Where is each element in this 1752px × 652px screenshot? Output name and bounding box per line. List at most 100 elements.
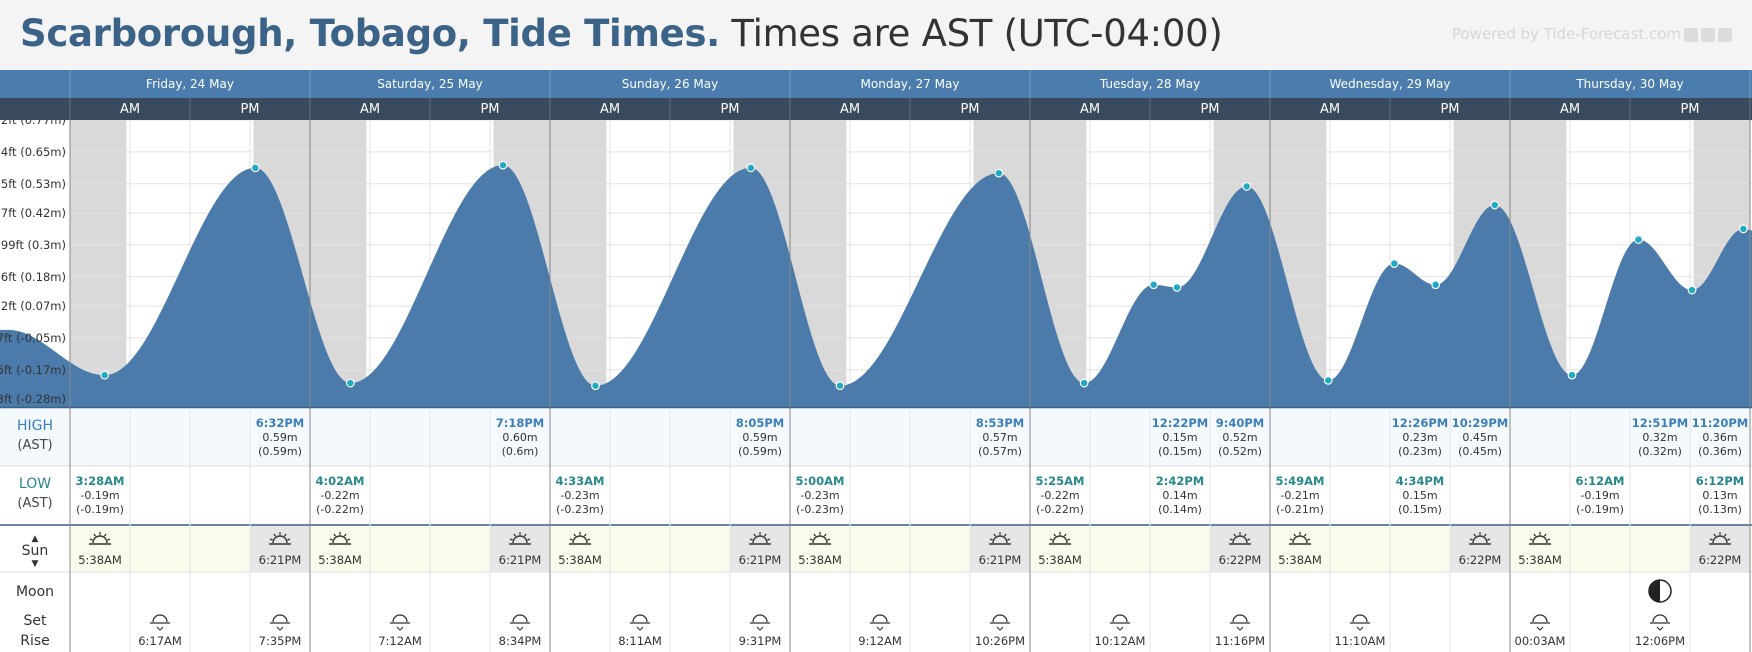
moonrise-time: 00:03AM: [1515, 634, 1566, 648]
sunrise-icon: [812, 535, 828, 544]
high-tide-time: 9:40PM: [1216, 416, 1264, 430]
low-tide-time: 4:33AM: [556, 474, 605, 488]
sunrise-icon-ray: [569, 538, 573, 541]
sunrise-icon-ray: [89, 538, 93, 541]
moonset-icon-arrow: [156, 626, 164, 631]
sunrise-time: 5:38AM: [1038, 553, 1082, 567]
sunset-time: 6:21PM: [739, 553, 782, 567]
logo-icon: [1684, 27, 1698, 42]
sunset-icon-ray: [1723, 533, 1727, 537]
sunset-icon: [272, 535, 288, 544]
arrow-up-icon: ▲: [32, 534, 39, 544]
high-tide-marker: [1149, 280, 1159, 290]
moonset-icon-arrow: [1656, 626, 1664, 631]
tide-height-metric: (0.59m): [738, 445, 782, 458]
sunrise-icon-ray: [827, 538, 831, 541]
moonset-icon: [392, 614, 408, 623]
sunset-time: 6:21PM: [979, 553, 1022, 567]
high-tide-time: 8:53PM: [976, 416, 1024, 430]
ampm-band: [0, 98, 1752, 120]
moonset-icon: [1352, 614, 1368, 623]
sunrise-icon-ray: [1533, 533, 1537, 537]
sunrise-icon: [332, 535, 348, 544]
sunrise-icon: [92, 535, 108, 544]
low-tide-time: 3:28AM: [76, 474, 125, 488]
sunrise-icon: [1292, 535, 1308, 544]
sunset-icon: [512, 535, 528, 544]
sunrise-icon-ray: [343, 533, 347, 537]
tide-height: 0.23m: [1402, 431, 1437, 444]
tide-height: 0.32m: [1642, 431, 1677, 444]
high-row-label: HIGH: [17, 418, 53, 434]
sunset-icon-ray: [287, 538, 291, 541]
sunset-icon-ray: [513, 533, 517, 537]
moonset-icon: [152, 614, 168, 623]
high-row-tz: (AST): [17, 438, 52, 453]
tide-height-metric: (0.14m): [1158, 503, 1202, 516]
y-tick-label: 1.37ft (0.42m): [0, 206, 66, 220]
sunrise-time: 5:38AM: [318, 553, 362, 567]
sunrise-icon: [1052, 535, 1068, 544]
high-tide-time: 8:05PM: [736, 416, 784, 430]
sunset-icon: [752, 535, 768, 544]
moonset-time: 9:12AM: [858, 634, 902, 648]
day-label: Saturday, 25 May: [377, 77, 483, 91]
sunrise-icon: [1532, 535, 1548, 544]
sunset-time: 6:21PM: [499, 553, 542, 567]
day-label: Thursday, 30 May: [1575, 77, 1683, 91]
low-tide-marker: [591, 381, 600, 391]
am-label: AM: [120, 102, 140, 117]
sunset-icon-ray: [1483, 533, 1487, 537]
sunset-icon-ray: [1229, 538, 1233, 541]
powered-by-label: Powered by Tide-Forecast.com: [1451, 25, 1681, 43]
low-tide-marker: [835, 381, 845, 391]
sunrise-icon-ray: [347, 538, 351, 541]
sunset-icon: [992, 535, 1008, 544]
sunset-icon-ray: [753, 533, 757, 537]
sunset-icon-ray: [1003, 533, 1007, 537]
sunrise-time: 5:38AM: [558, 553, 602, 567]
sunset-icon: [1712, 535, 1728, 544]
day-header-band: [0, 70, 1752, 98]
moonset-icon: [1652, 614, 1668, 623]
moonrise-icon-arrow: [996, 626, 1004, 631]
low-tide-time: 6:12AM: [1576, 474, 1625, 488]
powered-by[interactable]: Powered by Tide-Forecast.com: [1452, 25, 1732, 43]
y-tick-label: 0.99ft (0.3m): [0, 238, 66, 252]
tide-height: -0.21m: [1280, 489, 1319, 502]
sunset-icon-ray: [1473, 533, 1477, 537]
moonrise-time: 7:35PM: [259, 634, 302, 648]
sunrise-icon-ray: [1049, 538, 1053, 541]
high-tide-marker: [746, 163, 756, 173]
tide-height: 0.14m: [1162, 489, 1197, 502]
tide-height-metric: (0.59m): [258, 445, 302, 458]
tide-height: 0.59m: [742, 431, 777, 444]
day-label: Monday, 27 May: [861, 77, 960, 91]
tide-height: -0.19m: [80, 489, 119, 502]
moon-phase-dark: [1649, 580, 1660, 602]
low-tide-time: 6:12PM: [1696, 474, 1744, 488]
sunrise-icon-ray: [1289, 538, 1293, 541]
sunrise-icon-ray: [823, 533, 827, 537]
low-tide-marker: [1687, 285, 1697, 295]
high-tide-marker: [994, 168, 1004, 178]
page-title: Scarborough, Tobago, Tide Times. Times a…: [20, 12, 1223, 55]
sunset-icon-ray: [1713, 533, 1717, 537]
tide-height: -0.23m: [560, 489, 599, 502]
sunrise-icon-ray: [333, 533, 337, 537]
sunset-icon-ray: [273, 533, 277, 537]
low-tide-marker: [345, 378, 355, 388]
tide-height: 0.52m: [1222, 431, 1257, 444]
am-label: AM: [1560, 102, 1580, 117]
low-tide-marker: [1323, 376, 1333, 385]
sunrise-icon-ray: [1053, 533, 1057, 537]
moonrise-icon-arrow: [1236, 626, 1244, 631]
y-tick-label: 0.22ft (0.07m): [0, 299, 66, 313]
low-tide-time: 5:49AM: [1276, 474, 1325, 488]
sunset-icon-ray: [1709, 538, 1713, 541]
high-tide-time: 12:26PM: [1392, 416, 1448, 430]
moonrise-icon-arrow: [1536, 626, 1544, 631]
logo-icon: [1701, 27, 1715, 42]
sunset-time: 6:22PM: [1699, 553, 1742, 567]
